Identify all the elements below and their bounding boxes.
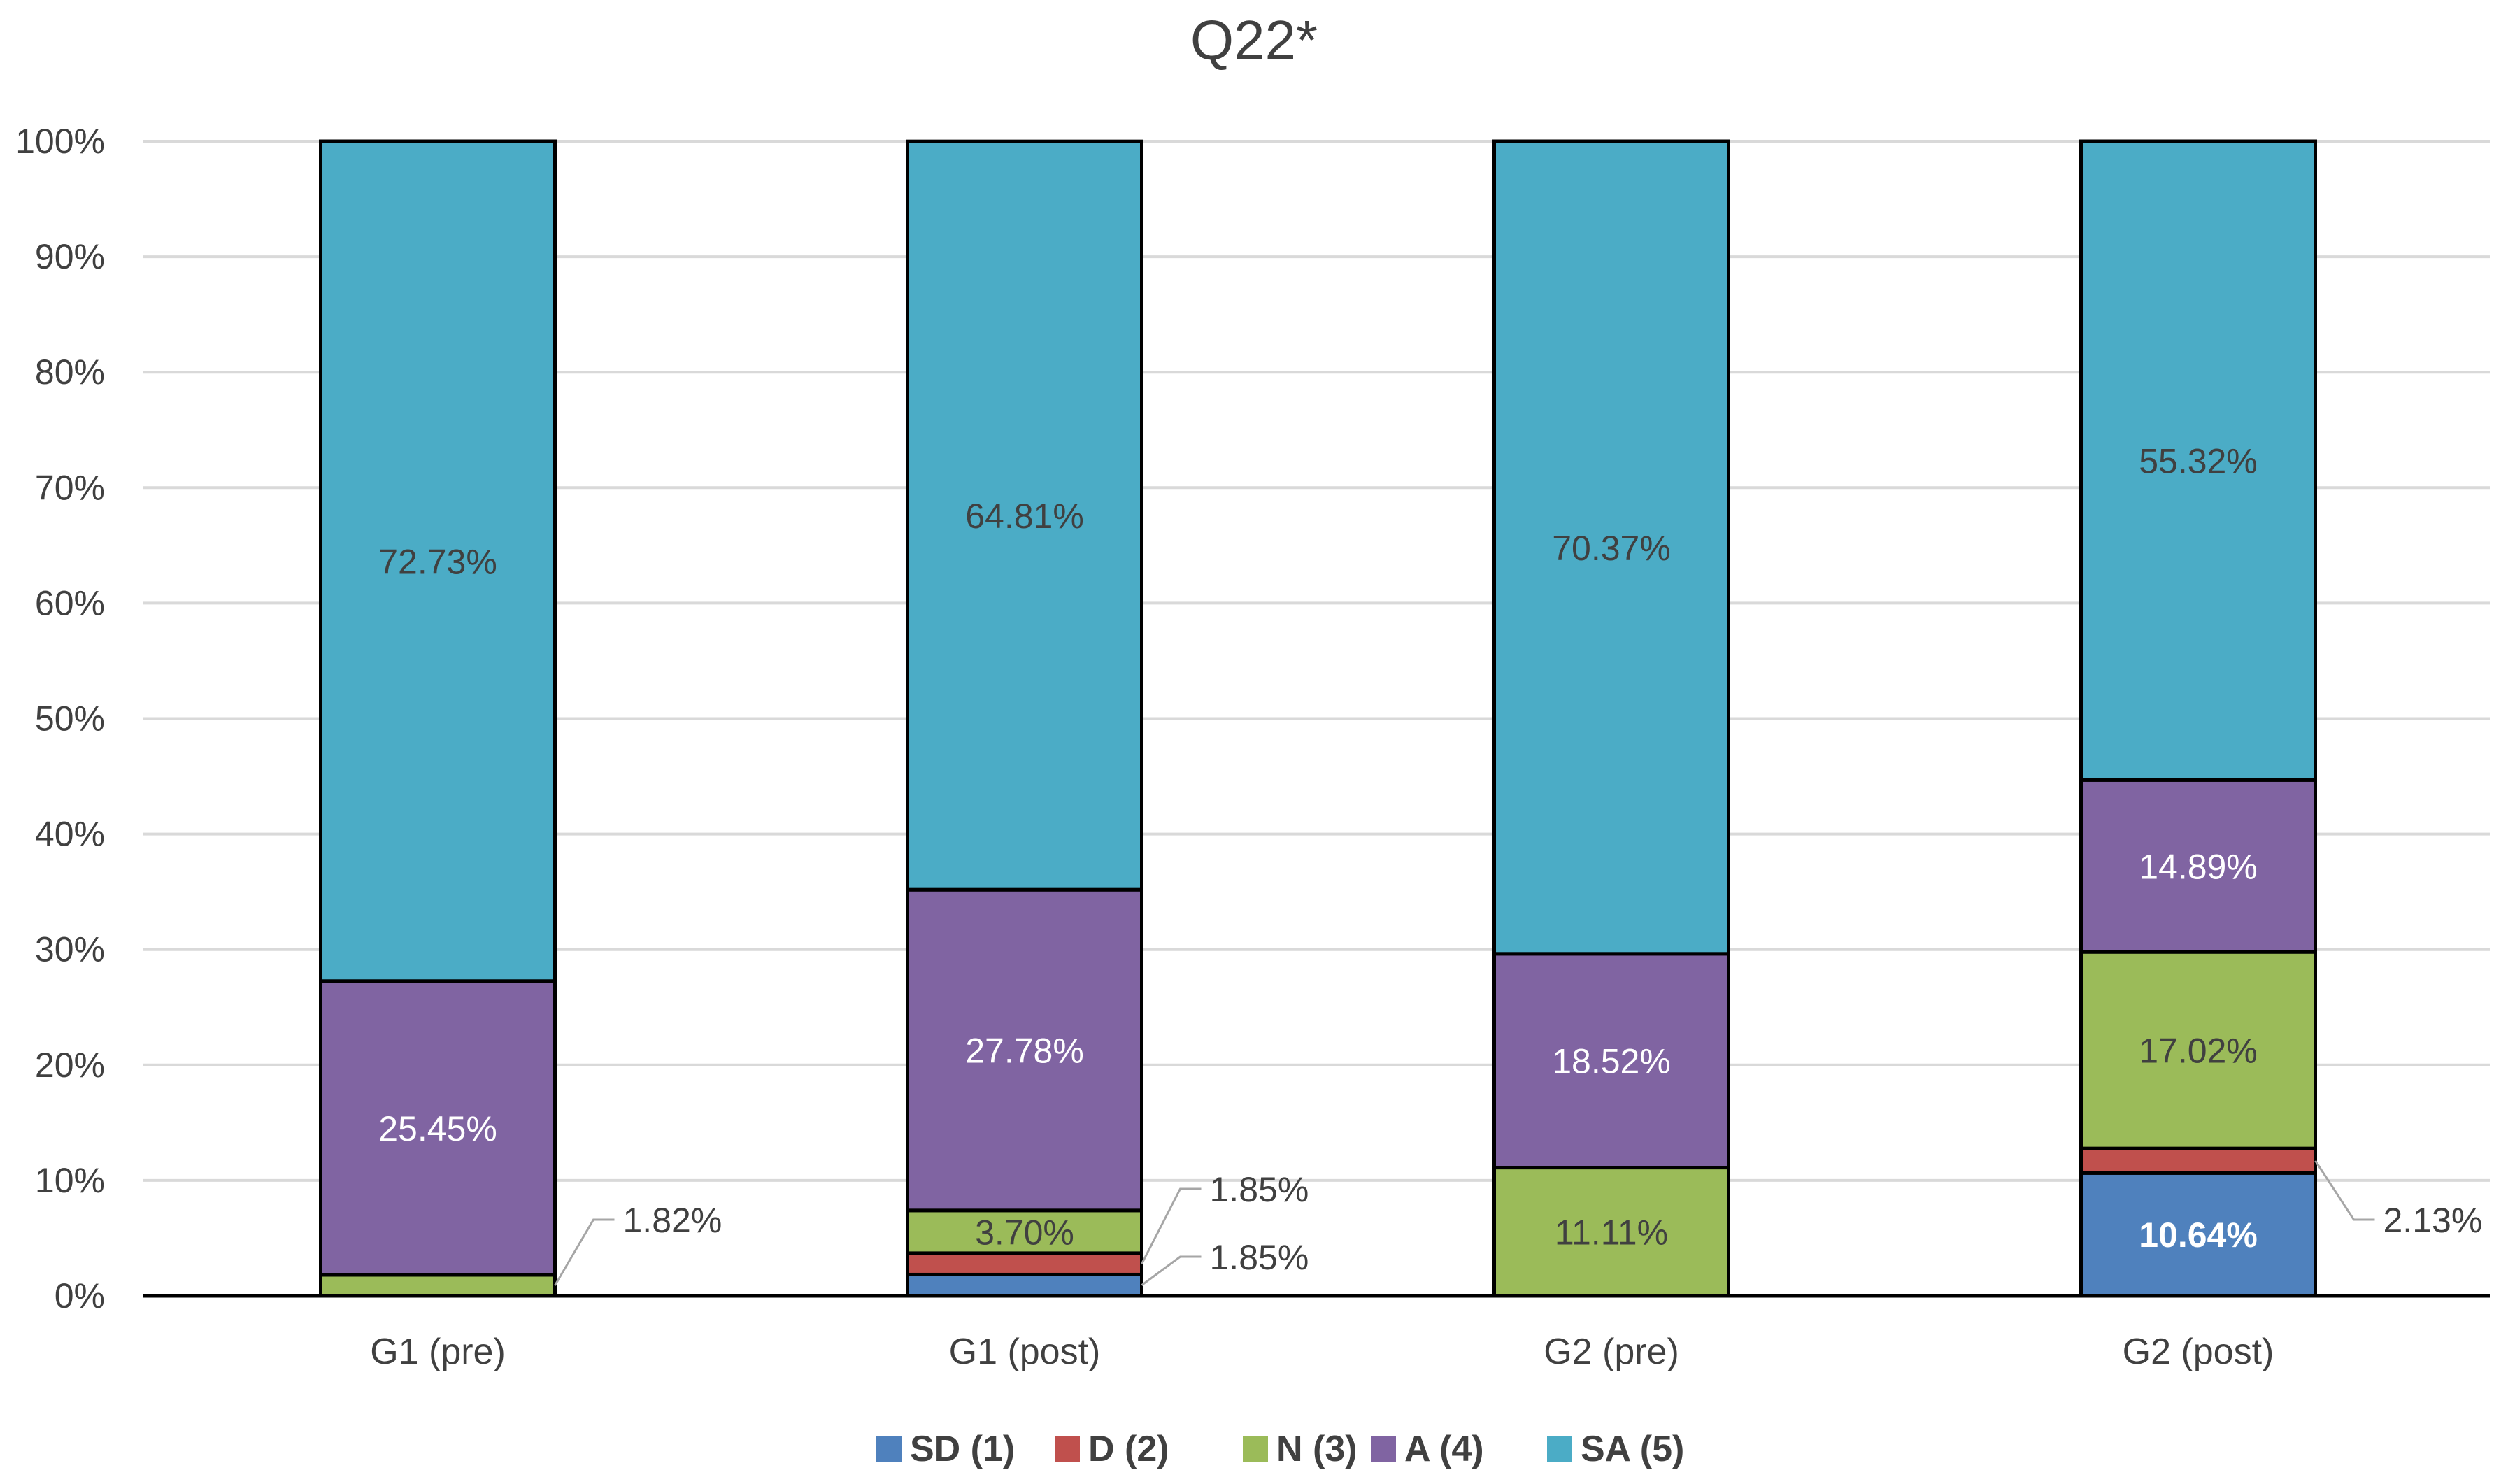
- data-label: 1.85%: [1210, 1238, 1309, 1277]
- y-tick-label: 70%: [35, 468, 105, 507]
- leader-lines: [554, 1160, 2375, 1286]
- bar-segment-sa: [906, 139, 1143, 892]
- y-tick-label: 0%: [55, 1276, 105, 1315]
- data-label: 64.81%: [965, 497, 1084, 536]
- y-tick-label: 20%: [35, 1046, 105, 1085]
- legend-label: SD (1): [910, 1429, 1015, 1469]
- bar-segment-n: [1492, 1166, 1730, 1298]
- data-label: 1.85%: [1210, 1170, 1309, 1209]
- bar-segment-n: [319, 1273, 557, 1298]
- bar-segment-sd: [906, 1272, 1143, 1298]
- data-label: 27.78%: [965, 1032, 1084, 1071]
- bar-segment-n: [906, 1208, 1143, 1255]
- data-label: 14.89%: [2139, 847, 2258, 886]
- data-label: 3.70%: [975, 1213, 1074, 1252]
- y-tick-label: 80%: [35, 352, 105, 392]
- bar-segment-sa: [319, 139, 557, 983]
- bar-segment-a: [906, 887, 1143, 1213]
- bar-segment-d: [906, 1251, 1143, 1276]
- legend-swatch: [876, 1436, 902, 1462]
- y-tick-label: 30%: [35, 930, 105, 969]
- data-label: 1.82%: [623, 1201, 722, 1240]
- data-label: 70.37%: [1552, 529, 1671, 568]
- y-tick-label: 60%: [35, 583, 105, 622]
- data-label: 11.11%: [1555, 1213, 1668, 1252]
- leader-line: [554, 1218, 615, 1286]
- x-axis: G1 (pre) G1 (post) G2 (pre) G2 (post): [370, 1332, 2274, 1372]
- x-tick-label: G1 (post): [949, 1332, 1101, 1372]
- leader-line: [1141, 1255, 1202, 1286]
- bar-segment-a: [2079, 778, 2317, 954]
- data-label: 72.73%: [378, 542, 497, 581]
- legend-label: D (2): [1088, 1429, 1169, 1469]
- y-tick-label: 50%: [35, 699, 105, 739]
- legend-swatch: [1547, 1436, 1572, 1462]
- y-tick-label: 10%: [35, 1161, 105, 1200]
- bars: [319, 139, 2317, 1298]
- legend-label: A (4): [1404, 1429, 1484, 1469]
- legend-label: N (3): [1276, 1429, 1358, 1469]
- legend-label: SA (5): [1581, 1429, 1684, 1469]
- data-label: 17.02%: [2139, 1032, 2258, 1071]
- bar-segment-sa: [2079, 139, 2317, 782]
- legend-swatch: [1243, 1436, 1268, 1462]
- bar-segment-a: [1492, 952, 1730, 1170]
- legend-swatch: [1371, 1436, 1396, 1462]
- bar-segment-d: [2079, 1146, 2317, 1175]
- bar-segment-sd: [2079, 1171, 2317, 1298]
- bar-segment-n: [2079, 950, 2317, 1150]
- data-label: 10.64%: [2139, 1215, 2258, 1255]
- x-tick-label: G2 (pre): [1544, 1332, 1679, 1372]
- chart-title: Q22*: [1190, 9, 1318, 71]
- leader-line: [2314, 1160, 2375, 1221]
- y-axis: 0% 10% 20% 30% 40% 50% 60% 70% 80% 90% 100%: [15, 122, 2490, 1315]
- legend-swatch: [1055, 1436, 1080, 1462]
- y-tick-label: 90%: [35, 237, 105, 276]
- x-tick-label: G2 (post): [2123, 1332, 2274, 1372]
- y-tick-label: 40%: [35, 815, 105, 854]
- bar-segment-a: [319, 979, 557, 1277]
- legend: SD (1) D (2) N (3) A (4) SA (5): [876, 1429, 1684, 1469]
- leader-line: [1141, 1187, 1202, 1264]
- x-tick-label: G1 (pre): [370, 1332, 506, 1372]
- data-label: 18.52%: [1552, 1042, 1671, 1081]
- bar-segment-sa: [1492, 139, 1730, 956]
- data-label: 2.13%: [2384, 1201, 2483, 1240]
- y-tick-label: 100%: [15, 122, 105, 161]
- data-labels: 25.45% 72.73% 1.82% 3.70% 27.78% 64.81% 1.85% 1…: [378, 442, 2482, 1277]
- data-label: 55.32%: [2139, 442, 2258, 481]
- data-label: 25.45%: [378, 1109, 497, 1148]
